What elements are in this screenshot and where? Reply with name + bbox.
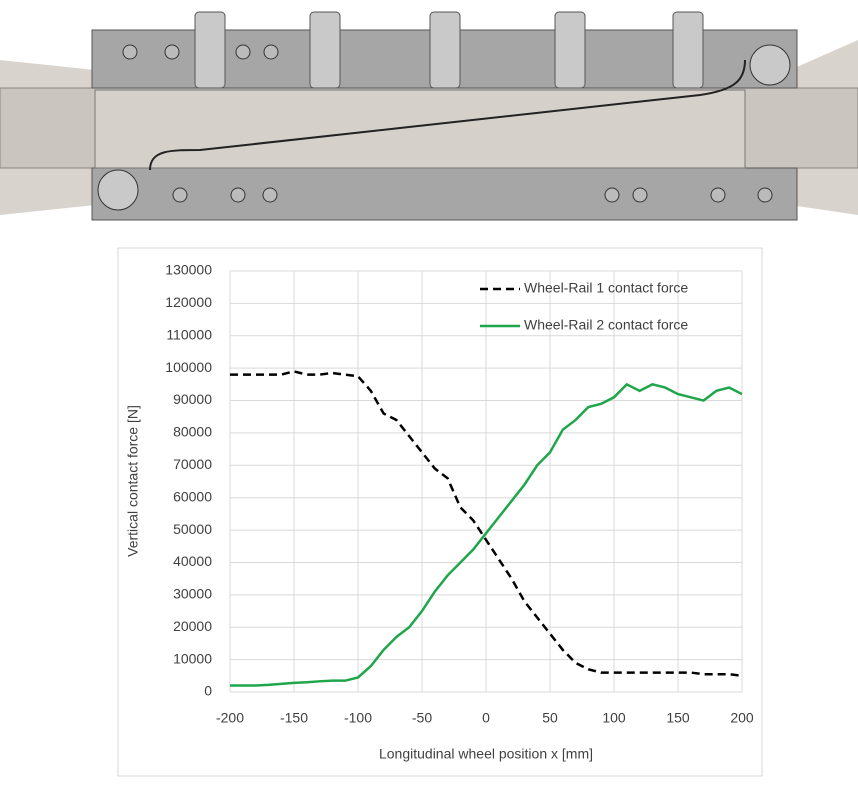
y-tick-label: 130000: [165, 262, 212, 278]
y-tick-label: 20000: [173, 618, 212, 634]
bolt: [310, 12, 340, 88]
bolt: [430, 12, 460, 88]
figure: Longitudinal wheel position x [mm] Verti…: [0, 0, 858, 780]
hole: [123, 45, 137, 59]
bolt: [195, 12, 225, 88]
hole: [605, 188, 619, 202]
bolt: [673, 12, 703, 88]
x-tick-label: -200: [216, 710, 244, 726]
hole: [165, 45, 179, 59]
hole: [264, 45, 278, 59]
page: {"chart_data": {"type": "line", "x_label…: [0, 0, 858, 785]
cad-drawing: [0, 12, 858, 220]
y-tick-label: 120000: [165, 294, 212, 310]
y-tick-label: 40000: [173, 553, 212, 569]
y-tick-label: 60000: [173, 488, 212, 504]
hole: [633, 188, 647, 202]
y-tick-label: 100000: [165, 359, 212, 375]
x-tick-label: 150: [666, 710, 690, 726]
x-tick-label: -150: [280, 710, 308, 726]
legend-label: Wheel-Rail 2 contact force: [524, 317, 688, 333]
y-tick-label: 30000: [173, 586, 212, 602]
x-tick-label: 100: [602, 710, 626, 726]
hole: [263, 188, 277, 202]
x-tick-label: 200: [730, 710, 754, 726]
hole: [758, 188, 772, 202]
hole: [236, 45, 250, 59]
y-tick-label: 110000: [166, 326, 212, 342]
screw: [750, 45, 790, 85]
hole: [711, 188, 725, 202]
bolt: [555, 12, 585, 88]
legend-label: Wheel-Rail 1 contact force: [524, 280, 688, 296]
screw: [98, 170, 138, 210]
x-axis-title: Longitudinal wheel position x [mm]: [379, 746, 593, 762]
x-tick-label: -50: [412, 710, 432, 726]
y-axis-title: Vertical contact force [N]: [125, 405, 141, 557]
y-tick-label: 0: [204, 683, 212, 699]
hole: [173, 188, 187, 202]
lower-block: [92, 168, 797, 220]
y-tick-label: 50000: [173, 521, 212, 537]
y-tick-label: 10000: [173, 650, 212, 666]
x-tick-label: 50: [542, 710, 558, 726]
y-tick-label: 90000: [173, 391, 212, 407]
x-tick-label: 0: [482, 710, 490, 726]
y-tick-label: 70000: [173, 456, 212, 472]
x-tick-label: -100: [344, 710, 372, 726]
hole: [231, 188, 245, 202]
y-tick-label: 80000: [173, 424, 212, 440]
